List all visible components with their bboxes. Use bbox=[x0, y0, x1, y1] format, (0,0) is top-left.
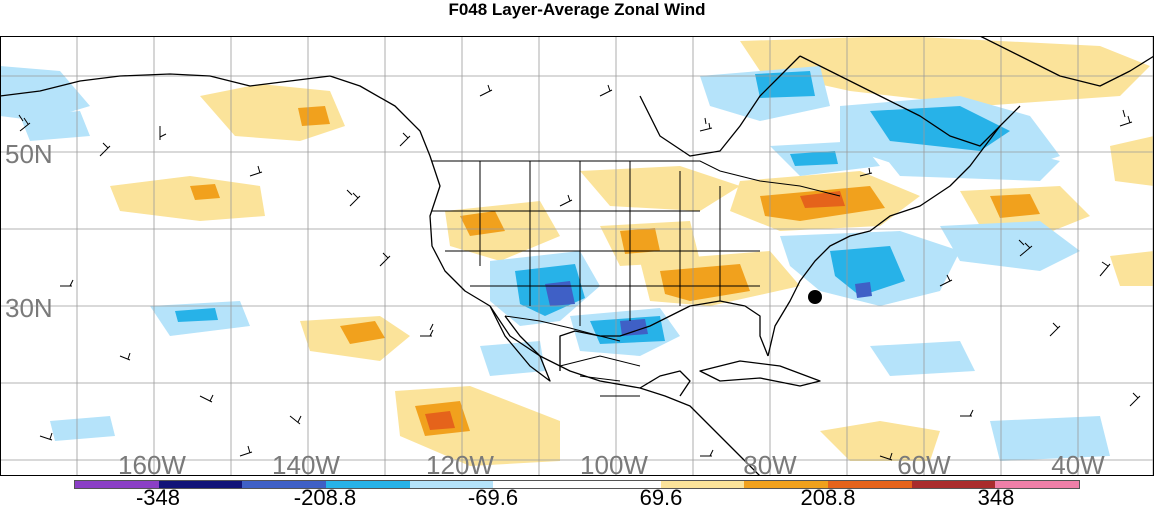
colorbar-label: -208.8 bbox=[293, 485, 357, 510]
shading-positive bbox=[580, 166, 740, 211]
cuba bbox=[699, 360, 821, 387]
map-title: F048 Layer-Average Zonal Wind bbox=[448, 0, 706, 19]
wind-map: 50N 30N 160W 140W 120W 100W 80W 60W 40W bbox=[0, 36, 1154, 476]
lon-label-100w: 100W bbox=[580, 450, 648, 476]
shading-negative bbox=[940, 221, 1080, 271]
alaska-coast bbox=[0, 73, 331, 97]
us-mexico-border bbox=[504, 315, 621, 342]
shading-positive bbox=[620, 228, 660, 254]
us-canada-border bbox=[432, 160, 841, 197]
shading-negative bbox=[790, 151, 838, 166]
colorbar-segment bbox=[828, 481, 912, 488]
baja-peninsula bbox=[489, 305, 551, 382]
shading-negative bbox=[545, 281, 575, 306]
state-lines bbox=[432, 161, 760, 326]
shading-negative bbox=[870, 341, 975, 376]
wind-shading bbox=[0, 36, 1154, 466]
gulf-coast bbox=[559, 300, 769, 371]
lon-label-120w: 120W bbox=[426, 450, 494, 476]
colorbar-segment bbox=[995, 481, 1080, 488]
storm-marker bbox=[808, 290, 822, 304]
political-borders bbox=[432, 160, 841, 397]
lon-label-140w: 140W bbox=[272, 450, 340, 476]
wind-barbs bbox=[18, 84, 1141, 461]
lon-label-40w: 40W bbox=[1051, 450, 1105, 476]
shading-positive bbox=[1110, 251, 1154, 286]
colorbar-segment bbox=[409, 481, 494, 488]
colorbar-segment bbox=[493, 481, 578, 488]
shading-positive bbox=[740, 36, 1150, 106]
colorbar-segment bbox=[75, 481, 159, 488]
map-grid bbox=[0, 36, 1154, 476]
shading-positive bbox=[110, 176, 265, 221]
shading-positive bbox=[425, 411, 455, 430]
shading-positive bbox=[298, 106, 330, 126]
lat-label-50n: 50N bbox=[5, 139, 53, 169]
shading-positive bbox=[1110, 136, 1154, 186]
shading-negative bbox=[480, 341, 545, 376]
yucatan bbox=[639, 370, 691, 397]
shading-positive bbox=[190, 184, 220, 200]
shading-negative bbox=[0, 66, 90, 121]
lon-label-80w: 80W bbox=[743, 450, 797, 476]
shading-positive bbox=[820, 421, 940, 461]
lon-label-60w: 60W bbox=[897, 450, 951, 476]
north-america-coast bbox=[329, 75, 761, 476]
colorbar-segment bbox=[660, 481, 745, 488]
shading-negative bbox=[50, 416, 115, 441]
shading-positive bbox=[340, 321, 385, 344]
shading-negative bbox=[870, 106, 1010, 151]
shading-negative bbox=[20, 111, 90, 141]
shading-negative bbox=[175, 308, 218, 322]
colorbar-segment bbox=[577, 481, 661, 488]
labrador bbox=[799, 55, 1021, 147]
colorbar-segment bbox=[242, 481, 327, 488]
shading-negative bbox=[880, 146, 1060, 181]
colorbar-segment bbox=[911, 481, 996, 488]
hudson-bay bbox=[639, 55, 801, 157]
shading-negative bbox=[755, 71, 815, 98]
shading-negative bbox=[990, 416, 1110, 461]
lat-label-30n: 30N bbox=[5, 293, 53, 323]
mexico-states bbox=[559, 355, 641, 397]
colorbar bbox=[74, 480, 1080, 489]
shading-positive bbox=[460, 211, 505, 236]
shading-positive bbox=[800, 191, 845, 208]
colorbar-segment bbox=[326, 481, 410, 488]
colorbar-label: 208.8 bbox=[800, 485, 856, 510]
shading-negative bbox=[830, 246, 905, 296]
shading-positive bbox=[990, 194, 1040, 218]
colorbar-label: -348 bbox=[135, 485, 181, 510]
east-coast bbox=[767, 125, 1001, 357]
colorbar-label: -69.6 bbox=[467, 485, 519, 510]
coastlines bbox=[0, 36, 1154, 476]
shading-negative bbox=[855, 282, 872, 298]
colorbar-label: 348 bbox=[977, 485, 1015, 510]
lon-label-160w: 160W bbox=[118, 450, 186, 476]
shading-positive bbox=[660, 264, 750, 301]
shading-negative bbox=[620, 319, 648, 336]
colorbar-segment bbox=[744, 481, 829, 488]
shading-positive bbox=[200, 84, 345, 141]
colorbar-segment bbox=[158, 481, 243, 488]
colorbar-label: 69.6 bbox=[639, 485, 683, 510]
greenland-edge bbox=[979, 36, 1154, 87]
